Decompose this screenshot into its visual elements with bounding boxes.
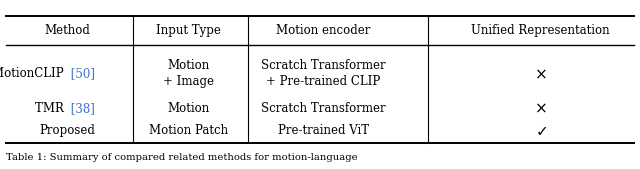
Text: $\checkmark$: $\checkmark$ bbox=[534, 124, 547, 138]
Text: Pre-trained ViT: Pre-trained ViT bbox=[278, 125, 369, 137]
Text: Method: Method bbox=[44, 24, 90, 37]
Text: Motion Patch: Motion Patch bbox=[149, 125, 228, 137]
Text: Unified Representation: Unified Representation bbox=[472, 24, 610, 37]
Text: Scratch Transformer: Scratch Transformer bbox=[261, 102, 385, 115]
Text: Proposed: Proposed bbox=[39, 125, 95, 137]
Text: Motion encoder: Motion encoder bbox=[276, 24, 371, 37]
Text: TMR: TMR bbox=[35, 102, 67, 115]
Text: [50]: [50] bbox=[67, 67, 95, 80]
Text: $\times$: $\times$ bbox=[534, 101, 547, 116]
Text: MotionCLIP: MotionCLIP bbox=[0, 67, 67, 80]
Text: $\times$: $\times$ bbox=[534, 66, 547, 81]
Text: Input Type: Input Type bbox=[156, 24, 221, 37]
Text: Motion
+ Image: Motion + Image bbox=[163, 59, 214, 88]
Text: Scratch Transformer
+ Pre-trained CLIP: Scratch Transformer + Pre-trained CLIP bbox=[261, 59, 385, 88]
Text: Motion: Motion bbox=[168, 102, 210, 115]
Text: [38]: [38] bbox=[67, 102, 95, 115]
Text: Table 1: Summary of compared related methods for motion-language: Table 1: Summary of compared related met… bbox=[6, 153, 358, 162]
